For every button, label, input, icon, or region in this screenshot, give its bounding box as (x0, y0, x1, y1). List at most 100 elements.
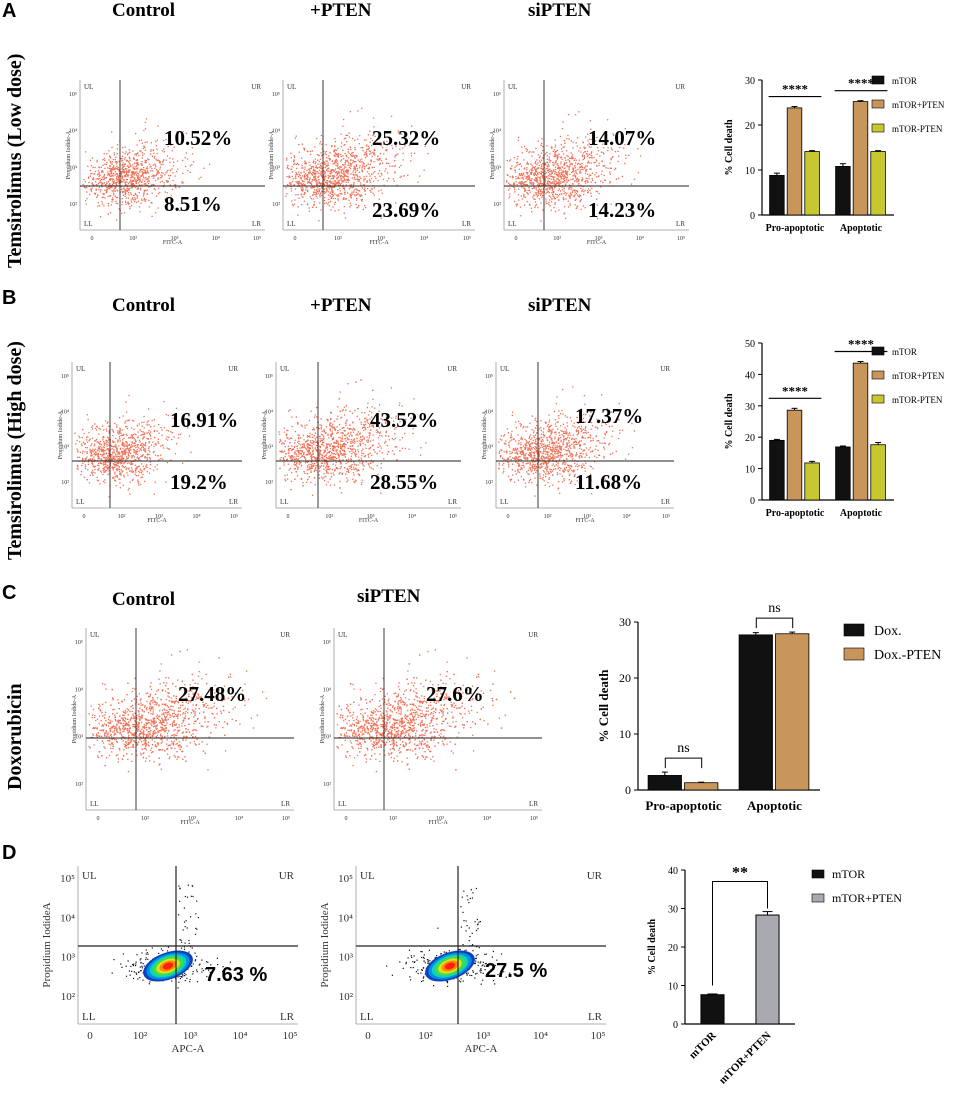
x-tick-label: 0 (83, 514, 86, 520)
quadrant-label-ur: UR (587, 870, 603, 882)
quadrant-label-ll: LL (76, 498, 85, 506)
quadrant-label-ll: LL (287, 220, 296, 228)
y-tick-label: 0 (750, 211, 755, 222)
percent-lower-d-mtor-pten: 27.5 % (485, 960, 548, 982)
percent-upper-b-control: 16.91% (170, 408, 239, 432)
quadrant-label-lr: LR (676, 220, 685, 228)
y-tick-label: 10³ (493, 165, 501, 171)
legend-label: mTOR+PTEN (832, 891, 902, 905)
x-tick-label: 10³ (155, 514, 163, 520)
y-tick-label: 20 (745, 433, 755, 444)
x-axis-label: FITC-A (163, 240, 183, 246)
significance-bracket (664, 757, 703, 769)
y-tick-label: 10⁴ (323, 687, 331, 693)
y-tick-label: 40 (668, 866, 678, 877)
x-tick-label: 10⁴ (192, 514, 200, 520)
panel-letter-b: B (2, 287, 17, 309)
y-axis-label: % Cell death (724, 119, 735, 176)
flow-plot-b-pten: UL UR LL LR 0 10² 10³ 10⁴ 10⁵ 10⁵ 10⁴ 10³ 10² FITC-A P… (254, 354, 479, 530)
x-axis-label: FITC-A (180, 820, 200, 826)
percent-upper-c-sipten: 27.6% (426, 682, 484, 706)
bar-chart-a: 0 10 20 30 % Cell death Pro-apoptotic **** Apop… (724, 75, 945, 234)
quadrant-label-ul: UL (287, 83, 296, 91)
x-tick-label: 0 (91, 236, 94, 242)
bar (804, 462, 820, 501)
panel-letter-a: A (2, 0, 17, 22)
bar (870, 151, 886, 216)
quadrant-label-ll: LL (338, 800, 347, 808)
x-tick-label: 10⁴ (533, 1030, 548, 1042)
x-tick-label: 10³ (188, 816, 196, 822)
quadrant-label-ur: UR (228, 365, 238, 373)
y-tick-label: 10⁴ (338, 912, 353, 924)
bar-chart-c: 0 10 20 30 % Cell death Pro-apoptotic ns Apopto… (596, 601, 941, 813)
y-tick-label: 10² (493, 202, 501, 208)
x-tick-label: Pro-apoptotic (645, 798, 722, 813)
legend-label: mTOR (892, 347, 917, 357)
y-axis-label: Propidium Iodide-A (66, 130, 72, 179)
legend-label: mTOR (832, 867, 865, 881)
x-tick-label: Apoptotic (840, 508, 883, 519)
y-tick-label: 50 (745, 339, 755, 350)
legend-label: mTOR-PTEN (892, 124, 943, 134)
x-tick-label: 0 (365, 1030, 371, 1042)
y-tick-label: 10⁵ (75, 640, 83, 646)
quadrant-label-ll: LL (280, 498, 289, 506)
y-tick-label: 10⁴ (60, 912, 75, 924)
flow-events (278, 379, 433, 496)
quadrant-label-ur: UR (528, 631, 538, 639)
quadrant-label-lr: LR (661, 498, 670, 506)
row-label-a: Temsirolimus (Low dose) (4, 53, 26, 268)
y-tick-label: 10² (75, 782, 83, 788)
flow-events (336, 649, 516, 773)
percent-upper-b-pten: 43.52% (370, 408, 439, 432)
quadrant-label-ul: UL (338, 631, 347, 639)
x-tick-label: 10² (325, 514, 333, 520)
bar (852, 362, 869, 501)
quadrant-label-ll: LL (82, 1011, 96, 1023)
x-tick-label: 10⁵ (449, 514, 457, 520)
legend-swatch (871, 346, 885, 356)
y-tick-label: 10⁵ (323, 640, 331, 646)
legend-swatch (871, 75, 885, 85)
y-tick-label: 10² (339, 991, 354, 1003)
flow-plot-b-sipten: UL UR LL LR 0 10² 10³ 10⁴ 10⁵ 10⁵ 10⁴ 10³ 10² FITC-A P… (474, 354, 692, 530)
x-tick-label: 10⁴ (233, 1030, 248, 1042)
y-tick-label: 10⁴ (272, 129, 280, 135)
y-tick-label: 10⁴ (265, 409, 273, 415)
x-tick-label: 10⁴ (622, 514, 630, 520)
quadrant-label-ll: LL (500, 498, 509, 506)
x-tick-label: Pro-apoptotic (766, 508, 825, 519)
x-tick-label: Apoptotic (747, 798, 802, 813)
flow-plot-c-sipten: UL UR LL LR 0 10² 10³ 10⁴ 10⁵ 10⁵ 10⁴ 10³ 10² FITC-A P… (312, 620, 560, 832)
significance-label: ns (677, 741, 689, 756)
y-tick-label: 10⁵ (265, 374, 273, 380)
quadrant-label-ll: LL (84, 220, 93, 228)
condition-label-a-pten: +PTEN (310, 0, 372, 21)
x-tick-label: 10⁴ (483, 816, 491, 822)
quadrant-label-ul: UL (76, 365, 85, 373)
row-label-c: Doxorubicin (4, 683, 26, 790)
x-tick-label: 10⁵ (677, 236, 685, 242)
y-tick-label: 10⁵ (485, 374, 493, 380)
x-tick-label: mTOR+PTEN (717, 1030, 774, 1087)
x-tick-label: 0 (97, 816, 100, 822)
x-axis-label: FITC-A (147, 518, 167, 524)
condition-label-b-control: Control (112, 295, 175, 316)
significance-label: **** (782, 82, 808, 97)
legend-swatch (811, 869, 825, 879)
quadrant-label-ul: UL (90, 631, 99, 639)
percent-lower-b-pten: 28.55% (370, 470, 439, 494)
flow-plot-a-control: UL UR LL LR 0 10² 10³ 10⁴ 10⁵ 10⁵ 10⁴ 10³ 10² FITC-A P… (58, 72, 283, 252)
quadrant-label-lr: LR (281, 800, 290, 808)
flow-plot-b-control: UL UR LL LR 0 10² 10³ 10⁴ 10⁵ 10⁵ 10⁴ 10³ 10² FITC-A P… (50, 354, 260, 530)
x-tick-label: 0 (507, 514, 510, 520)
bar (786, 107, 803, 216)
flow-events (386, 887, 511, 987)
quadrant-label-ll: LL (360, 1011, 374, 1023)
y-tick-label: 10⁵ (338, 873, 353, 885)
y-tick-label: 10⁴ (493, 129, 501, 135)
bar (738, 634, 773, 791)
x-tick-label: 10⁴ (420, 236, 428, 242)
y-tick-label: 10² (61, 480, 69, 486)
